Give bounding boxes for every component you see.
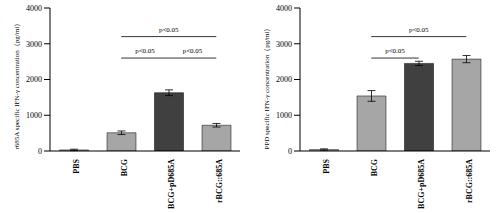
svg-text:1000: 1000 bbox=[276, 111, 292, 120]
svg-text:p<0.05: p<0.05 bbox=[135, 47, 155, 55]
svg-text:p<0.05: p<0.05 bbox=[385, 47, 405, 55]
svg-text:BCG: BCG bbox=[370, 159, 379, 176]
svg-text:r685A specific IFN-γ concentra: r685A specific IFN-γ concentration（pg/ml… bbox=[13, 20, 21, 150]
svg-text:2000: 2000 bbox=[276, 75, 292, 84]
svg-text:p<0.05: p<0.05 bbox=[409, 26, 429, 34]
svg-text:3000: 3000 bbox=[26, 40, 42, 49]
svg-text:0: 0 bbox=[38, 147, 42, 156]
svg-text:0: 0 bbox=[288, 147, 292, 156]
svg-text:p<0.05: p<0.05 bbox=[183, 47, 203, 55]
svg-text:4000: 4000 bbox=[276, 4, 292, 13]
svg-text:PBS: PBS bbox=[72, 158, 81, 173]
svg-text:BCG+pD685A: BCG+pD685A bbox=[417, 159, 426, 209]
svg-text:1000: 1000 bbox=[26, 111, 42, 120]
svg-text:BCG+pD685A: BCG+pD685A bbox=[167, 159, 176, 209]
svg-text:BCG: BCG bbox=[120, 159, 129, 176]
svg-text:4000: 4000 bbox=[26, 4, 42, 13]
svg-text:2000: 2000 bbox=[26, 75, 42, 84]
svg-text:3000: 3000 bbox=[276, 40, 292, 49]
svg-text:p<0.05: p<0.05 bbox=[159, 26, 179, 34]
svg-text:rBCG::685A: rBCG::685A bbox=[465, 159, 474, 203]
svg-text:PPD specific IFN-γ concentrati: PPD specific IFN-γ concentration（pg/ml） bbox=[263, 25, 271, 150]
svg-text:PBS: PBS bbox=[322, 158, 331, 173]
svg-text:rBCG::685A: rBCG::685A bbox=[215, 159, 224, 203]
